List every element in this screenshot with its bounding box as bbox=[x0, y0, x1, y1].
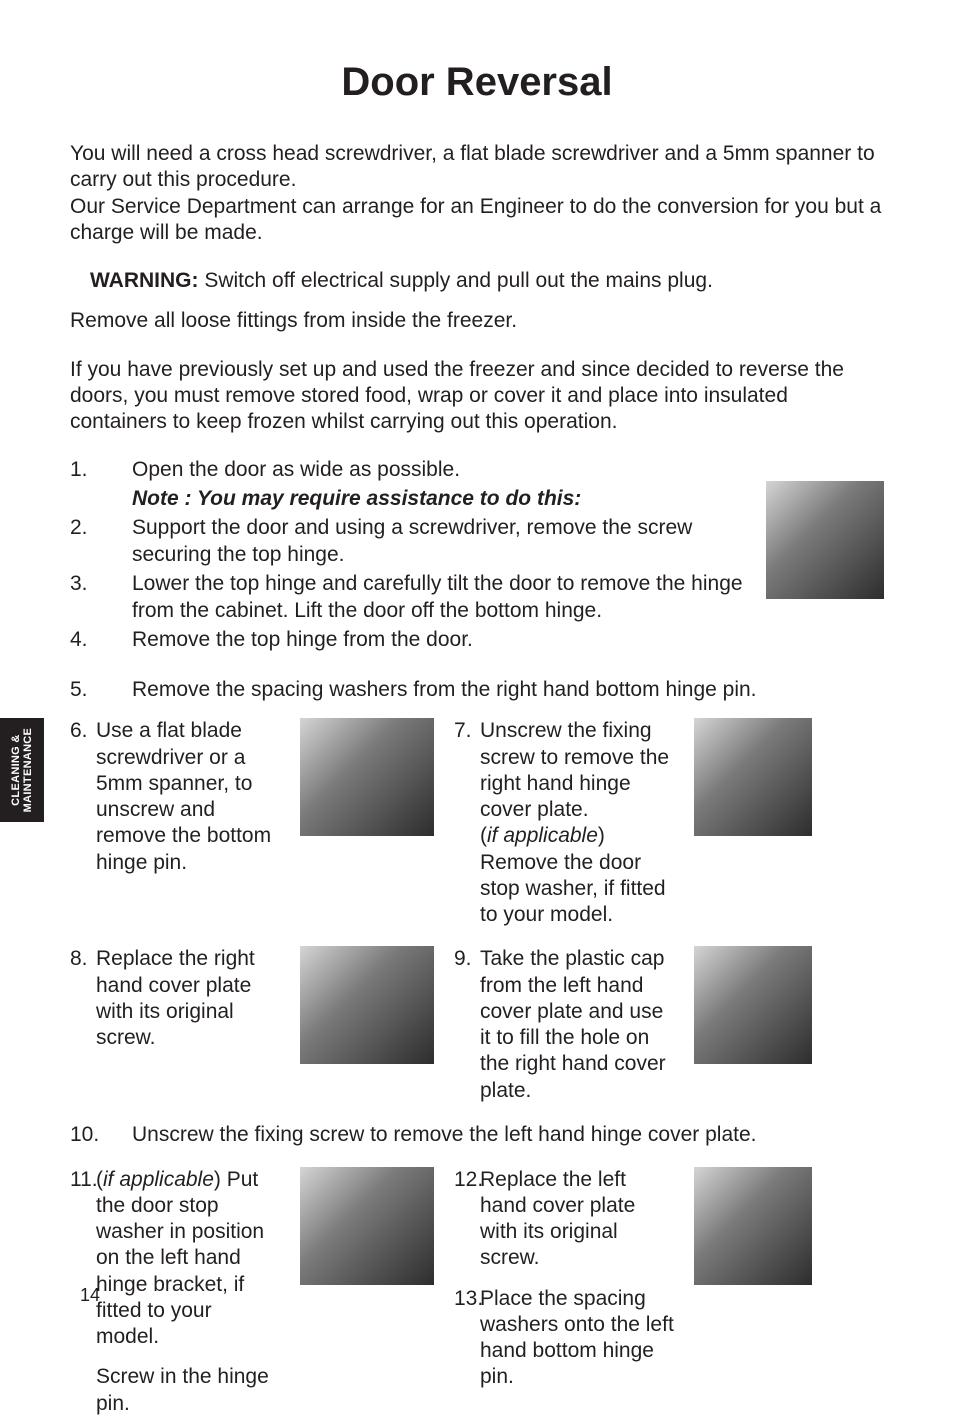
warning-text: Switch off electrical supply and pull ou… bbox=[199, 269, 713, 292]
figure-step-11 bbox=[300, 1167, 434, 1285]
figure-top-hinge bbox=[766, 481, 884, 599]
prep-line-2: If you have previously set up and used t… bbox=[70, 357, 884, 436]
step-6-text: Use a flat blade screwdriver or a 5mm sp… bbox=[96, 718, 280, 928]
tab-line1: CLEANING & bbox=[10, 734, 22, 805]
step-12-text: Replace the left hand cover plate with i… bbox=[480, 1167, 674, 1272]
step-5: 5. Remove the spacing washers from the r… bbox=[70, 677, 884, 704]
steps-1-to-4: 1.Open the door as wide as possible.Note… bbox=[70, 457, 884, 653]
section-tab: CLEANING &MAINTENANCE bbox=[0, 718, 44, 822]
step-6: 6. Use a flat blade screwdriver or a 5mm… bbox=[70, 718, 280, 928]
step-text: Support the door and using a screwdriver… bbox=[132, 515, 750, 569]
numbered-step: 4.Remove the top hinge from the door. bbox=[70, 627, 750, 654]
step-text: Remove the top hinge from the door. bbox=[132, 627, 750, 654]
step-10-number: 10. bbox=[70, 1122, 132, 1149]
step-8-text: Replace the right hand cover plate with … bbox=[96, 946, 280, 1104]
prep-line-1: Remove all loose fittings from inside th… bbox=[70, 308, 884, 334]
step-6-number: 6. bbox=[70, 718, 96, 928]
page-title: Door Reversal bbox=[70, 60, 884, 105]
step-number: 4. bbox=[70, 627, 132, 654]
step-5-number: 5. bbox=[70, 677, 132, 704]
figure-step-7 bbox=[694, 718, 812, 836]
row-steps-8-9: 8. Replace the right hand cover plate wi… bbox=[70, 946, 884, 1104]
step-8-number: 8. bbox=[70, 946, 96, 1104]
step-number: 2. bbox=[70, 515, 132, 569]
step-9-text: Take the plastic cap from the left hand … bbox=[480, 946, 674, 1104]
figure-step-12 bbox=[694, 1167, 812, 1285]
step-11-text: (if applicable) Put the door stop washer… bbox=[96, 1167, 280, 1417]
step-text: Note : You may require assistance to do … bbox=[132, 486, 750, 513]
figure-step-9 bbox=[694, 946, 812, 1064]
figure-step-6 bbox=[300, 718, 434, 836]
row-steps-6-7: 6. Use a flat blade screwdriver or a 5mm… bbox=[70, 718, 884, 928]
step-number bbox=[70, 486, 132, 513]
step-text: Lower the top hinge and carefully tilt t… bbox=[132, 571, 750, 625]
warning-label: WARNING: bbox=[90, 269, 199, 292]
row-steps-11-12-13: 11. (if applicable) Put the door stop wa… bbox=[70, 1167, 884, 1417]
step-12-number: 12. bbox=[454, 1167, 480, 1272]
step-5-text: Remove the spacing washers from the righ… bbox=[132, 677, 757, 704]
step-number: 1. bbox=[70, 457, 132, 484]
numbered-step: 2.Support the door and using a screwdriv… bbox=[70, 515, 750, 569]
step-10: 10. Unscrew the fixing screw to remove t… bbox=[70, 1122, 884, 1149]
numbered-step: 3.Lower the top hinge and carefully tilt… bbox=[70, 571, 750, 625]
step-7: 7. Unscrew the fixing screw to remove th… bbox=[454, 718, 674, 928]
intro-paragraph: You will need a cross head screwdriver, … bbox=[70, 141, 884, 246]
step-13-number: 13. bbox=[454, 1286, 480, 1391]
step-9-number: 9. bbox=[454, 946, 480, 1104]
step-8: 8. Replace the right hand cover plate wi… bbox=[70, 946, 280, 1104]
step-7-text: Unscrew the fixing screw to remove the r… bbox=[480, 718, 674, 928]
numbered-step: 1.Open the door as wide as possible. bbox=[70, 457, 750, 484]
steps-12-13: 12. Replace the left hand cover plate wi… bbox=[454, 1167, 674, 1417]
step-7-number: 7. bbox=[454, 718, 480, 928]
numbered-step: Note : You may require assistance to do … bbox=[70, 486, 750, 513]
step-9: 9. Take the plastic cap from the left ha… bbox=[454, 946, 674, 1104]
step-number: 3. bbox=[70, 571, 132, 625]
step-11-extra: Screw in the hinge pin. bbox=[96, 1364, 280, 1417]
step-11: 11. (if applicable) Put the door stop wa… bbox=[70, 1167, 280, 1417]
tab-line2: MAINTENANCE bbox=[22, 728, 34, 813]
step-text: Open the door as wide as possible. bbox=[132, 457, 750, 484]
step-10-text: Unscrew the fixing screw to remove the l… bbox=[132, 1122, 756, 1149]
warning-line: WARNING: Switch off electrical supply an… bbox=[70, 268, 884, 294]
page-number: 14 bbox=[80, 1285, 100, 1306]
step-13-text: Place the spacing washers onto the left … bbox=[480, 1286, 674, 1391]
figure-step-8 bbox=[300, 946, 434, 1064]
